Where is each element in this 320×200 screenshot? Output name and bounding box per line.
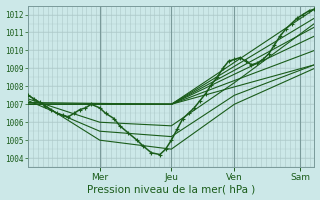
X-axis label: Pression niveau de la mer( hPa ): Pression niveau de la mer( hPa ) <box>87 184 255 194</box>
